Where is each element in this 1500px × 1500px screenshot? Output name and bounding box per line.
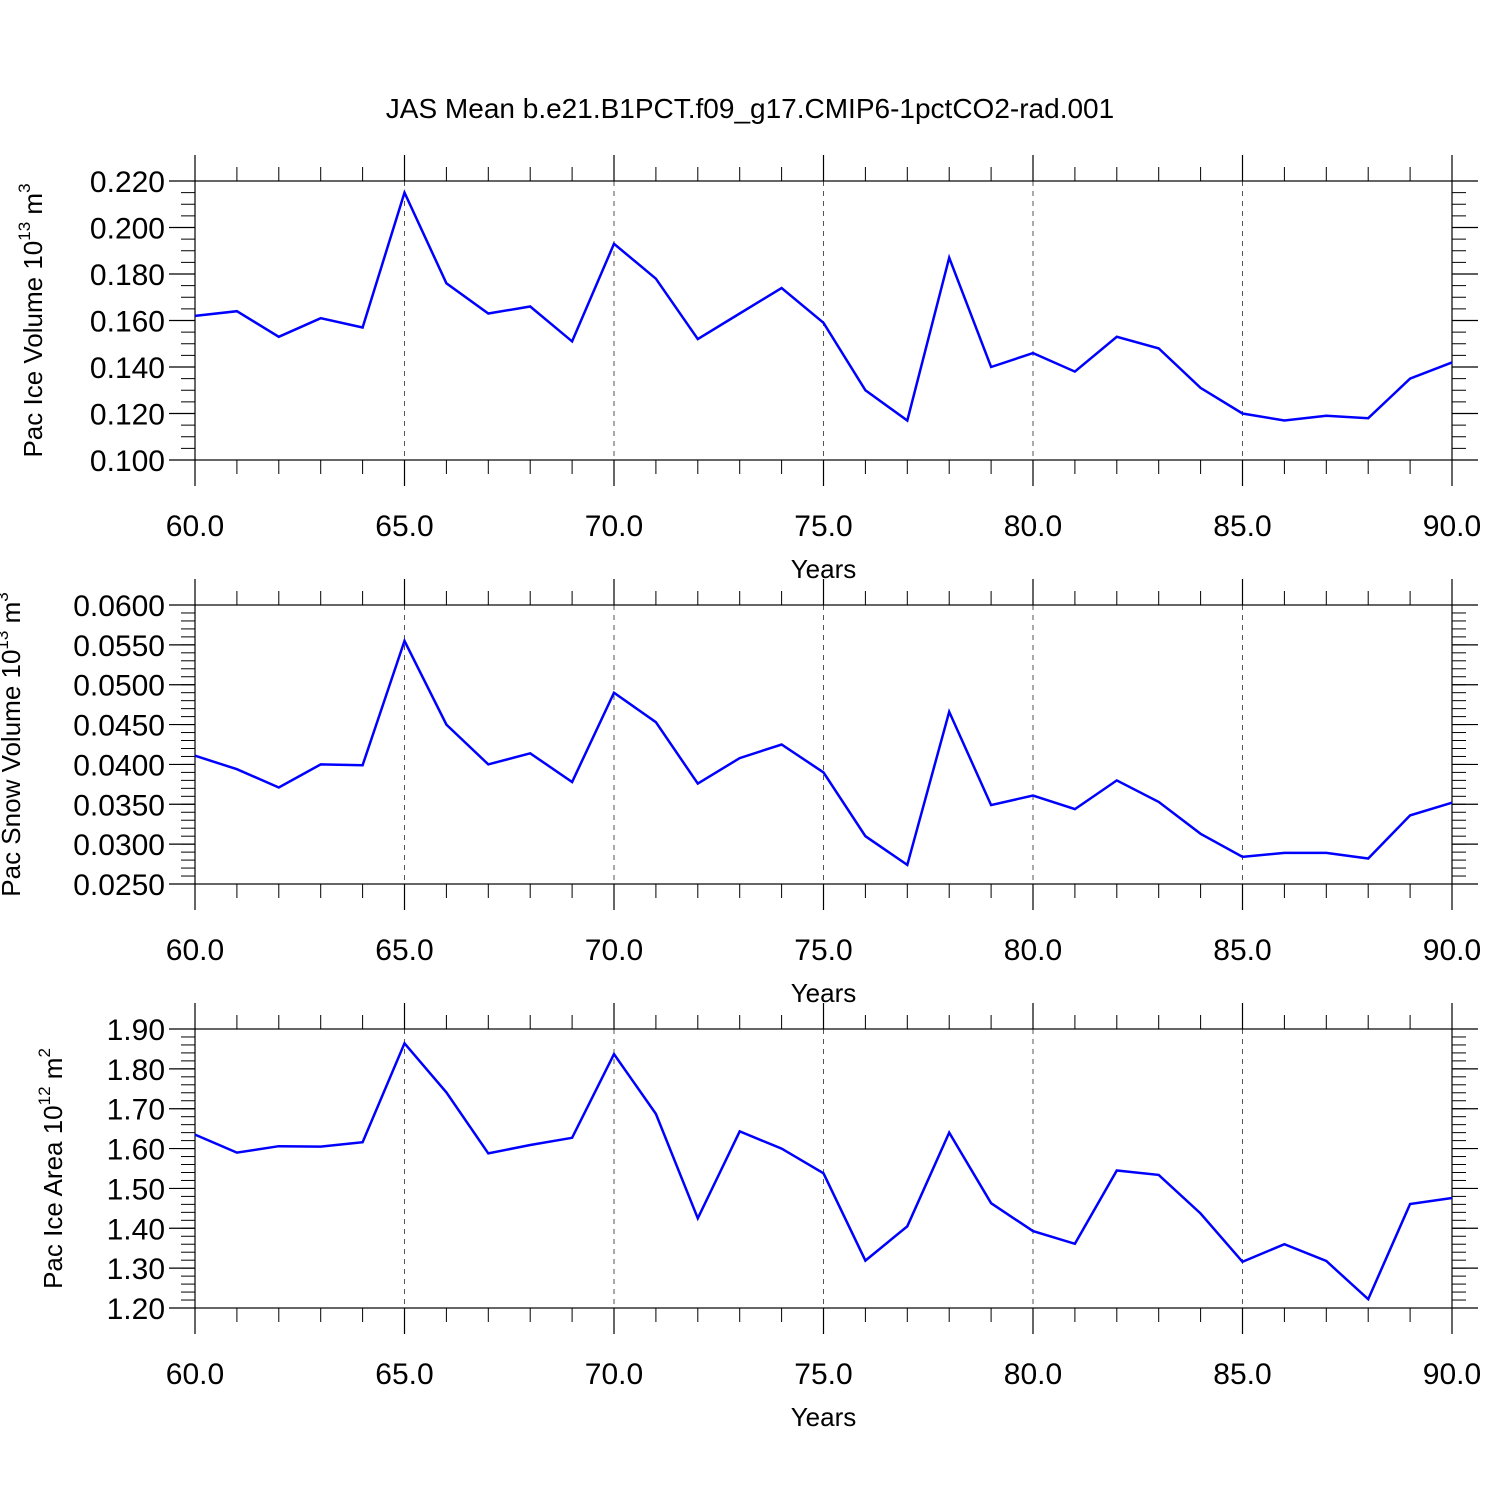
y-tick-label: 0.140: [90, 352, 165, 385]
y-tick-label: 0.0250: [73, 869, 165, 902]
x-tick-label: 85.0: [1213, 510, 1271, 543]
y-axis-label: Pac Snow Volume 1013 m3: [0, 592, 26, 896]
y-tick-label: 0.200: [90, 213, 165, 246]
x-tick-label: 65.0: [375, 934, 433, 967]
y-tick-label: 0.0450: [73, 710, 165, 743]
y-tick-label: 0.0350: [73, 789, 165, 822]
y-tick-label: 1.90: [107, 1014, 165, 1047]
y-tick-label: 0.0500: [73, 670, 165, 703]
y-tick-label: 0.0550: [73, 630, 165, 663]
x-tick-label: 75.0: [794, 510, 852, 543]
x-tick-label: 70.0: [585, 1358, 643, 1391]
y-tick-label: 0.220: [90, 166, 165, 199]
panel-ice-volume: 0.100 0.120 0.140 0.160 0.180 0.200 0.220 60.0 6…: [15, 155, 1481, 584]
figure-title: JAS Mean b.e21.B1PCT.f09_g17.CMIP6-1pctC…: [386, 93, 1114, 124]
x-tick-label: 90.0: [1423, 510, 1481, 543]
panel-snow-volume: 0.0250 0.0300 0.0350 0.0400 0.0450 0.0500 0.05…: [0, 579, 1481, 1008]
y-tick-label: 1.30: [107, 1253, 165, 1286]
series-line: [194, 1040, 1453, 1302]
y-tick-label: 1.60: [107, 1134, 165, 1167]
x-tick-label: 90.0: [1423, 934, 1481, 967]
x-tick-label: 75.0: [794, 934, 852, 967]
y-tick-label: 0.100: [90, 445, 165, 478]
x-tick-label: 60.0: [166, 934, 224, 967]
y-tick-label: 0.0600: [73, 590, 165, 623]
x-tick-label: 80.0: [1004, 510, 1062, 543]
x-tick-label: 60.0: [166, 1358, 224, 1391]
y-tick-label: 0.0300: [73, 829, 165, 862]
y-tick-label: 1.50: [107, 1173, 165, 1206]
y-tick-label: 0.160: [90, 306, 165, 339]
series-line: [194, 637, 1453, 867]
x-tick-label: 85.0: [1213, 1358, 1271, 1391]
series-line: [194, 189, 1453, 423]
x-tick-label: 80.0: [1004, 1358, 1062, 1391]
y-axis-label: Pac Ice Area 1012 m2: [35, 1048, 68, 1289]
x-tick-label: 80.0: [1004, 934, 1062, 967]
x-tick-label: 75.0: [794, 1358, 852, 1391]
y-tick-label: 0.0400: [73, 749, 165, 782]
y-tick-label: 0.180: [90, 259, 165, 292]
x-tick-label: 85.0: [1213, 934, 1271, 967]
y-tick-label: 0.120: [90, 399, 165, 432]
x-axis-label: Years: [791, 1402, 857, 1432]
x-tick-label: 70.0: [585, 510, 643, 543]
panel-ice-area: 1.20 1.30 1.40 1.50 1.60 1.70 1.80 1.90 60.0 65.0…: [35, 1003, 1481, 1432]
y-tick-label: 1.70: [107, 1094, 165, 1127]
y-axis-label: Pac Ice Volume 1013 m3: [15, 183, 48, 457]
y-tick-label: 1.40: [107, 1213, 165, 1246]
y-tick-label: 1.80: [107, 1054, 165, 1087]
x-tick-label: 90.0: [1423, 1358, 1481, 1391]
x-tick-label: 65.0: [375, 1358, 433, 1391]
x-tick-label: 60.0: [166, 510, 224, 543]
x-tick-label: 65.0: [375, 510, 433, 543]
x-tick-label: 70.0: [585, 934, 643, 967]
y-tick-label: 1.20: [107, 1293, 165, 1326]
